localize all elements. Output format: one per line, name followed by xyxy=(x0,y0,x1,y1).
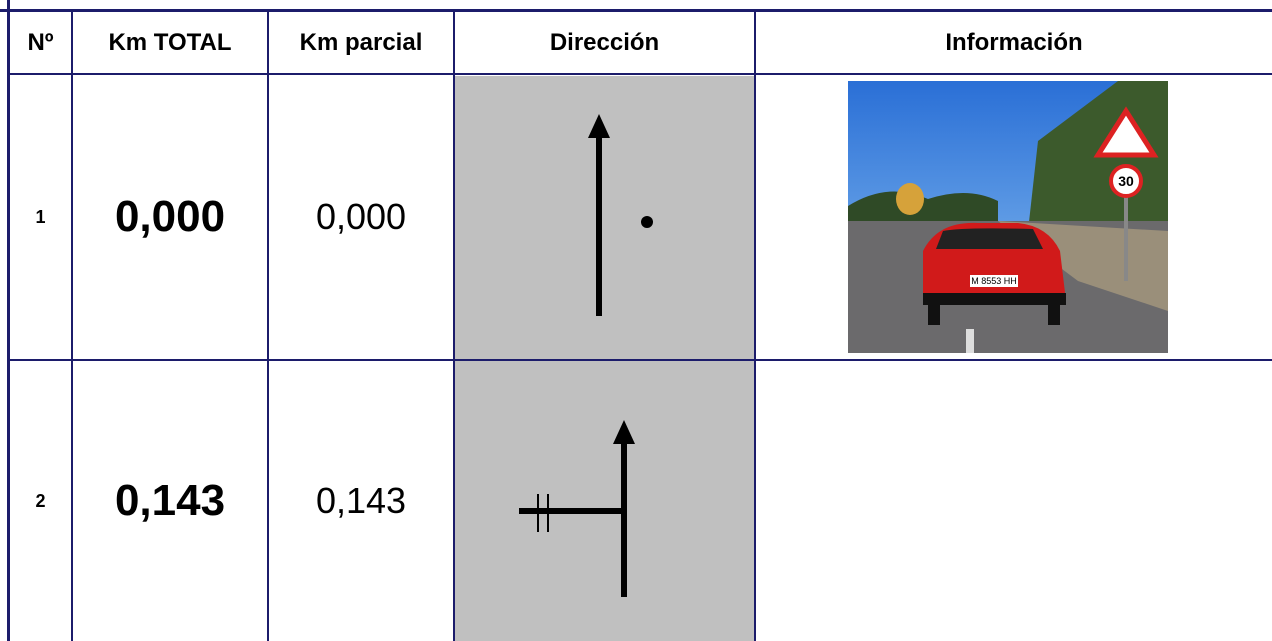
table-border xyxy=(8,73,1272,75)
table-border xyxy=(71,10,73,641)
header-cell: Nº xyxy=(27,28,54,56)
km-total: 0,000 xyxy=(114,192,226,241)
table-border xyxy=(0,9,1272,12)
table-border xyxy=(267,10,269,641)
plate-text: M 8553 HH xyxy=(971,276,1017,286)
km-total: 0,143 xyxy=(114,476,226,525)
header-cell: Información xyxy=(945,28,1083,56)
row-number: 2 xyxy=(35,490,46,511)
direction-diagrams xyxy=(519,114,653,597)
sign-text: 30 xyxy=(1118,173,1134,189)
km-partial: 0,143 xyxy=(315,480,407,521)
km-partial: 0,000 xyxy=(315,196,407,237)
table-border xyxy=(453,10,455,641)
table-border xyxy=(754,10,756,641)
direction-background xyxy=(455,76,755,641)
table-border xyxy=(7,0,10,641)
header-cell: Dirección xyxy=(549,28,660,56)
straight-arrow xyxy=(588,114,653,316)
header-cell: Km parcial xyxy=(299,28,423,56)
header-cell: Km TOTAL xyxy=(108,28,232,56)
photo: 30 M 8553 HH xyxy=(848,81,1168,353)
row-number: 1 xyxy=(35,206,46,227)
table-border xyxy=(8,359,1272,361)
junction-arrow xyxy=(519,420,635,597)
